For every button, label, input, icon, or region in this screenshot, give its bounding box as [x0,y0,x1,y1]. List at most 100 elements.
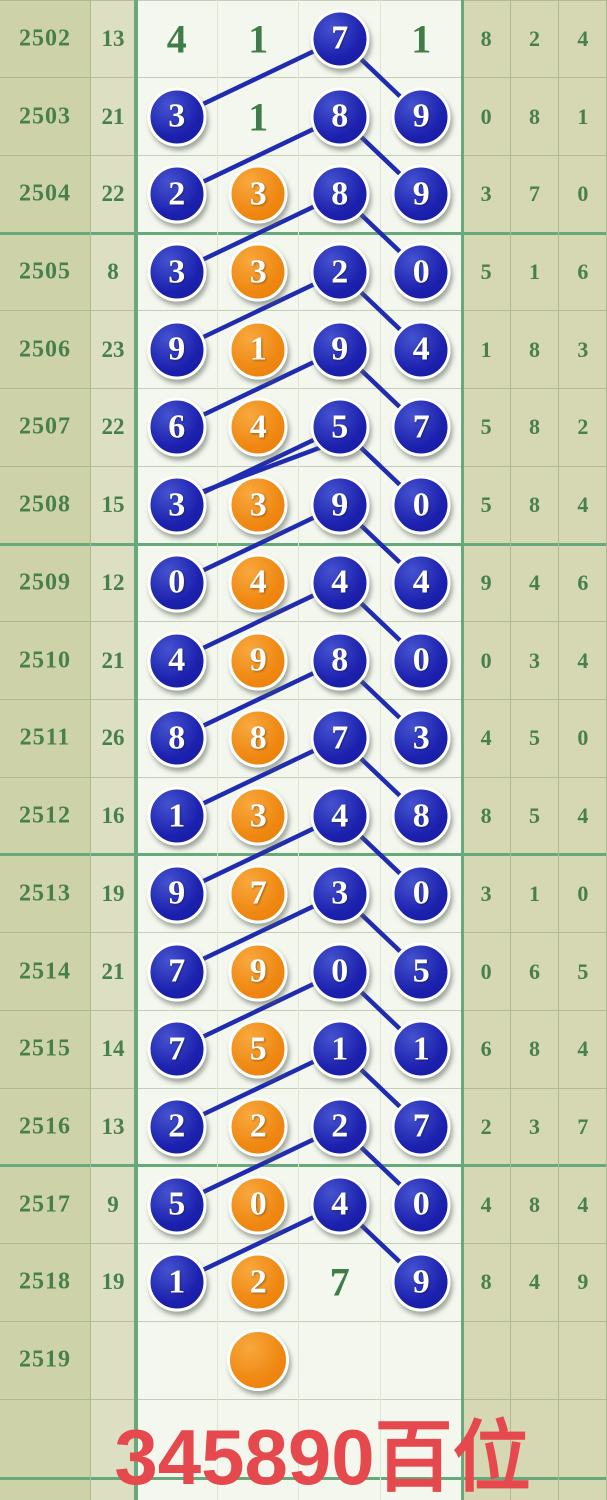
ball-blue: 0 [391,242,451,302]
sum-label: 9 [107,1191,119,1217]
right-digit: 4 [577,1191,589,1217]
period-label: 2508 [19,491,71,518]
column-separator [134,0,138,1500]
ball-blue: 7 [310,708,370,768]
row-separator [0,388,607,390]
ball-blue: 0 [147,553,207,613]
sum-label: 22 [101,414,125,440]
ball-orange: 8 [228,708,288,768]
sum-label: 23 [101,336,125,362]
sum-label: 13 [101,1113,125,1139]
row-separator [0,77,607,79]
right-digit: 7 [577,1113,589,1139]
period-column-background [0,0,90,1500]
ball-orange: 2 [228,1097,288,1157]
ball-blue: 8 [310,87,370,147]
right-digit: 5 [480,414,492,440]
period-label: 2505 [19,258,71,285]
ball-orange: 3 [228,786,288,846]
sum-label: 16 [101,803,125,829]
row-separator [0,465,607,467]
right-digit: 5 [529,725,540,751]
ball-orange: 3 [228,475,288,535]
column-separator [90,0,91,1500]
row-separator [0,154,607,156]
period-label: 2512 [19,802,71,829]
sum-label: 21 [101,103,125,129]
right-digit: 6 [480,1036,492,1062]
row-separator [0,1087,607,1089]
row-separator [0,231,607,235]
sum-label: 8 [107,259,119,285]
sum-label: 14 [101,1036,125,1062]
period-label: 2504 [19,180,71,207]
row-separator [0,542,607,546]
right-digit: 0 [480,647,492,673]
period-label: 2517 [19,1191,71,1218]
period-label: 2502 [19,25,71,52]
ball-blue: 9 [147,320,207,380]
row-separator [0,310,607,312]
right-digit: 8 [529,1036,540,1062]
right-digit: 8 [529,414,540,440]
ball-blue: 9 [391,164,451,224]
row-separator [0,699,607,700]
column-separator [510,0,511,1500]
column-separator [460,0,464,1500]
ball-blue: 1 [147,786,207,846]
period-label: 2514 [19,958,71,985]
ball-blue: 5 [310,397,370,457]
ball-blue: 9 [391,87,451,147]
ball-orange: 4 [228,553,288,613]
ball-blue: 0 [391,475,451,535]
ball-orange: 2 [228,1252,288,1312]
ball-blue: 8 [147,708,207,768]
row-separator [0,776,607,778]
ball-blue: 4 [310,786,370,846]
row-separator [0,0,607,1]
ball-orange: 7 [228,864,288,924]
right-digit: 6 [577,259,589,285]
right-digit: 4 [529,1269,540,1295]
ball-orange: 1 [228,320,288,380]
ball-blue: 7 [310,9,370,69]
sum-label: 26 [101,725,125,751]
ball-blue: 7 [147,1019,207,1079]
row-separator [0,1009,607,1011]
right-digit: 5 [480,259,492,285]
ball-blue: 4 [147,631,207,691]
row-separator [0,1398,607,1400]
right-digit: 3 [577,336,589,362]
right-digit: 0 [577,181,589,207]
trend-line-segment [190,443,328,498]
right-digit: 6 [529,958,540,984]
sum-label: 19 [101,1269,125,1295]
ball-orange: 3 [228,242,288,302]
right-digit: 0 [577,880,589,906]
plain-number: 4 [166,16,187,62]
right-digit: 2 [480,1113,492,1139]
ball-blue: 4 [391,320,451,380]
right-digit: 5 [577,958,589,984]
ball-blue: 4 [310,1175,370,1235]
ball-blue: 9 [147,864,207,924]
ball-orange: 4 [228,397,288,457]
sum-label: 21 [101,647,125,673]
ball-blue: 3 [310,864,370,924]
period-label: 2507 [19,413,71,440]
right-digit: 4 [480,725,492,751]
period-label: 2510 [19,647,71,674]
sum-column-background [90,0,136,1500]
right-digit: 4 [577,25,589,51]
column-separator [379,0,381,1500]
right-digit: 0 [577,725,589,751]
right-digit: 1 [529,259,540,285]
right-digit: 4 [577,647,589,673]
period-label: 2515 [19,1035,71,1062]
period-label: 2503 [19,103,71,130]
right-columns-background [462,0,607,1500]
right-digit: 4 [529,569,540,595]
ball-blue: 9 [310,475,370,535]
